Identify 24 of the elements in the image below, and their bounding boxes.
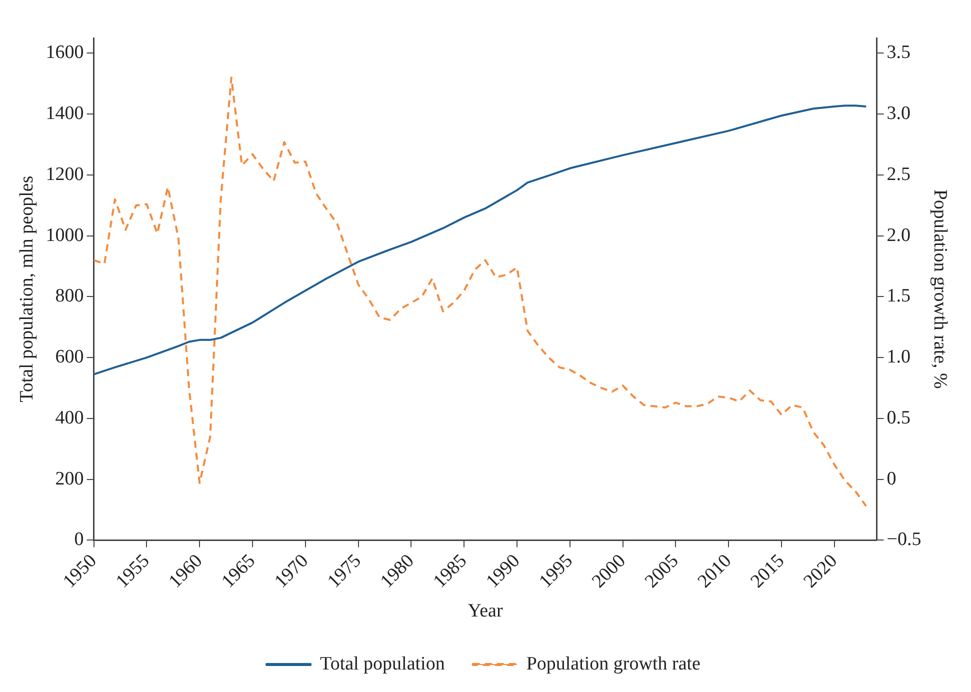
y2-tick-label: 3.0: [886, 103, 910, 124]
y-tick-label: 0: [74, 529, 84, 550]
y-tick-label: 1200: [46, 164, 84, 185]
y-tick-label: 200: [55, 468, 84, 490]
y-tick-label: 1400: [46, 103, 84, 124]
y-tick-label: 1600: [46, 42, 84, 64]
y2-axis-title: Population growth rate, %: [930, 189, 951, 390]
legend-label: Total population: [320, 653, 446, 674]
y2-tick-label: 2.5: [886, 164, 910, 185]
y2-tick-label: 1.0: [886, 346, 910, 368]
y2-tick-label: 2.0: [886, 224, 910, 246]
y-tick-label: 400: [55, 407, 84, 428]
y-axis-title: Total population, mln peoples: [16, 176, 38, 402]
x-axis-title: Year: [468, 600, 504, 622]
line-series: [94, 76, 868, 508]
y2-tick-label: 3.5: [886, 42, 910, 64]
y2-tick-label: 0.5: [886, 407, 910, 428]
y-tick-label: 600: [55, 346, 84, 368]
y2-tick-label: 1.5: [886, 286, 910, 307]
y2-tick-label: 0: [886, 468, 896, 490]
legend-label: Population growth rate: [526, 653, 700, 674]
y-tick-label: 800: [55, 286, 84, 307]
y2-tick-label: −0.5: [886, 529, 922, 550]
y-tick-label: 1000: [46, 224, 84, 246]
